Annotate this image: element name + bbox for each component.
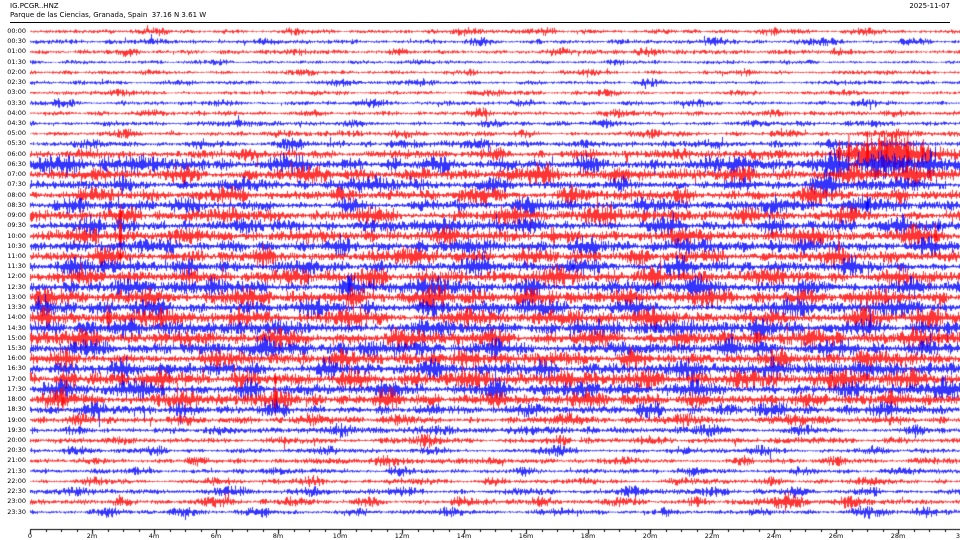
helicorder-trace-canvas	[0, 0, 960, 540]
helicorder-page: { "header": { "station": "IG.PCGR..HNZ",…	[0, 0, 960, 540]
